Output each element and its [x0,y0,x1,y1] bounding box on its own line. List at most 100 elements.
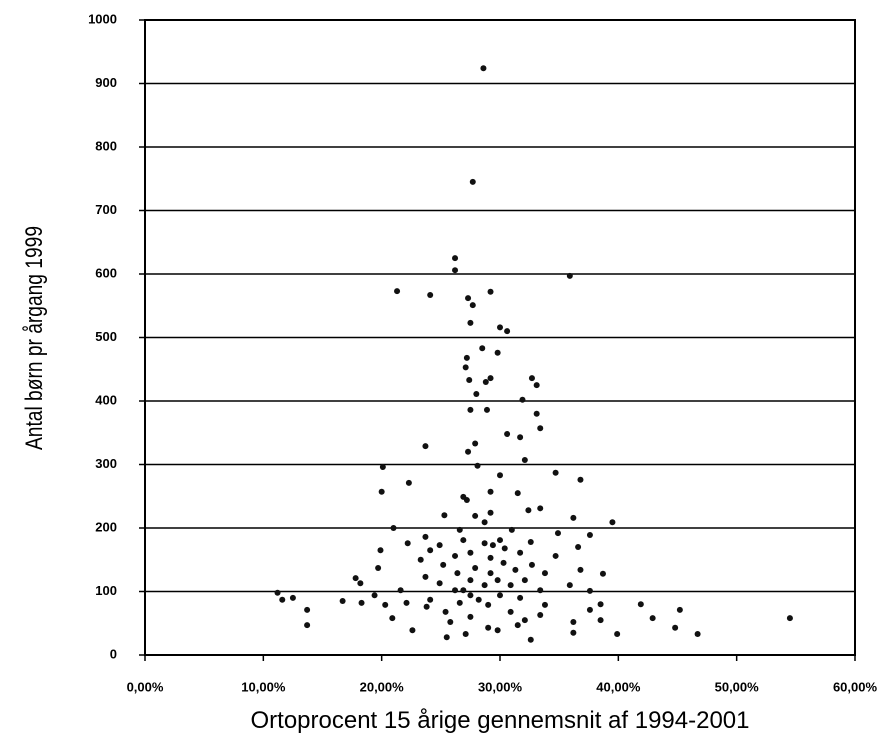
data-point [474,462,481,469]
data-point [352,575,359,582]
y-axis-label: Antal børn pr årgang 1999 [20,226,48,450]
data-point [637,601,644,608]
data-point [507,608,514,615]
data-point [508,526,515,533]
data-point [517,549,524,556]
data-point [456,526,463,533]
data-point [304,622,311,629]
data-point [528,561,535,568]
data-point [512,566,519,573]
data-point [452,587,459,594]
data-point [541,601,548,608]
data-point [485,601,492,608]
data-point [467,319,474,326]
data-point [481,540,488,547]
data-point [570,618,577,625]
data-point [597,617,604,624]
data-point [379,464,386,471]
data-point [452,552,459,559]
data-point [552,469,559,476]
x-axis-label: Ortoprocent 15 årige gennemsnit af 1994-… [251,707,750,734]
data-point [472,440,479,447]
data-point [456,599,463,606]
data-point [521,577,528,584]
data-point [462,631,469,638]
data-point [487,570,494,577]
data-point [494,627,501,634]
data-point [289,594,296,601]
data-point [537,505,544,512]
y-tick-label: 400 [95,392,117,407]
data-point [541,570,548,577]
data-point [422,533,429,540]
data-point [417,556,424,563]
data-point [394,288,401,295]
data-point [481,519,488,526]
data-point [463,354,470,361]
data-point [537,611,544,618]
data-point [554,530,561,537]
data-point [487,509,494,516]
data-point [472,565,479,572]
data-point [480,65,487,72]
data-point [469,302,476,309]
data-point [447,618,454,625]
data-point [577,476,584,483]
y-tick-label: 800 [95,138,117,153]
data-point [375,565,382,572]
data-point [382,601,389,608]
data-point [537,587,544,594]
data-point [586,606,593,613]
data-point [676,606,683,613]
data-point [467,613,474,620]
data-point [443,634,450,641]
data-point [586,587,593,594]
data-point [423,603,430,610]
plot-frame [144,19,856,656]
y-tick-label: 0 [110,646,117,661]
data-point [441,512,448,519]
data-point [404,540,411,547]
data-point [462,364,469,371]
data-point [440,561,447,568]
data-point [786,615,793,622]
data-point [339,598,346,605]
data-point [566,582,573,589]
data-point [454,570,461,577]
data-point [377,547,384,554]
x-tick-label: 0,00% [127,679,164,694]
data-point [452,255,459,262]
x-tick-label: 20,00% [360,679,405,694]
data-point [442,608,449,615]
data-point [452,267,459,274]
data-point [527,538,534,545]
data-point [494,577,501,584]
data-point [427,291,434,298]
data-point [460,537,467,544]
data-point [577,566,584,573]
x-tick-label: 30,00% [478,679,523,694]
y-tick-label: 600 [95,265,117,280]
data-point [521,617,528,624]
data-point [304,606,311,613]
data-point [358,599,365,606]
data-point [525,507,532,514]
data-point [519,396,526,403]
data-point [599,570,606,577]
x-tick-label: 10,00% [241,679,286,694]
data-point [469,178,476,185]
data-point [389,615,396,622]
x-tick-label: 50,00% [715,679,760,694]
data-point [514,490,521,497]
data-point [528,375,535,382]
data-point [586,531,593,538]
data-point [473,391,480,398]
data-point [609,519,616,526]
y-tick-label: 1000 [88,11,117,26]
data-point [467,549,474,556]
data-point [409,627,416,634]
data-point [487,554,494,561]
data-point [466,377,473,384]
data-point [481,582,488,589]
data-point [537,425,544,432]
